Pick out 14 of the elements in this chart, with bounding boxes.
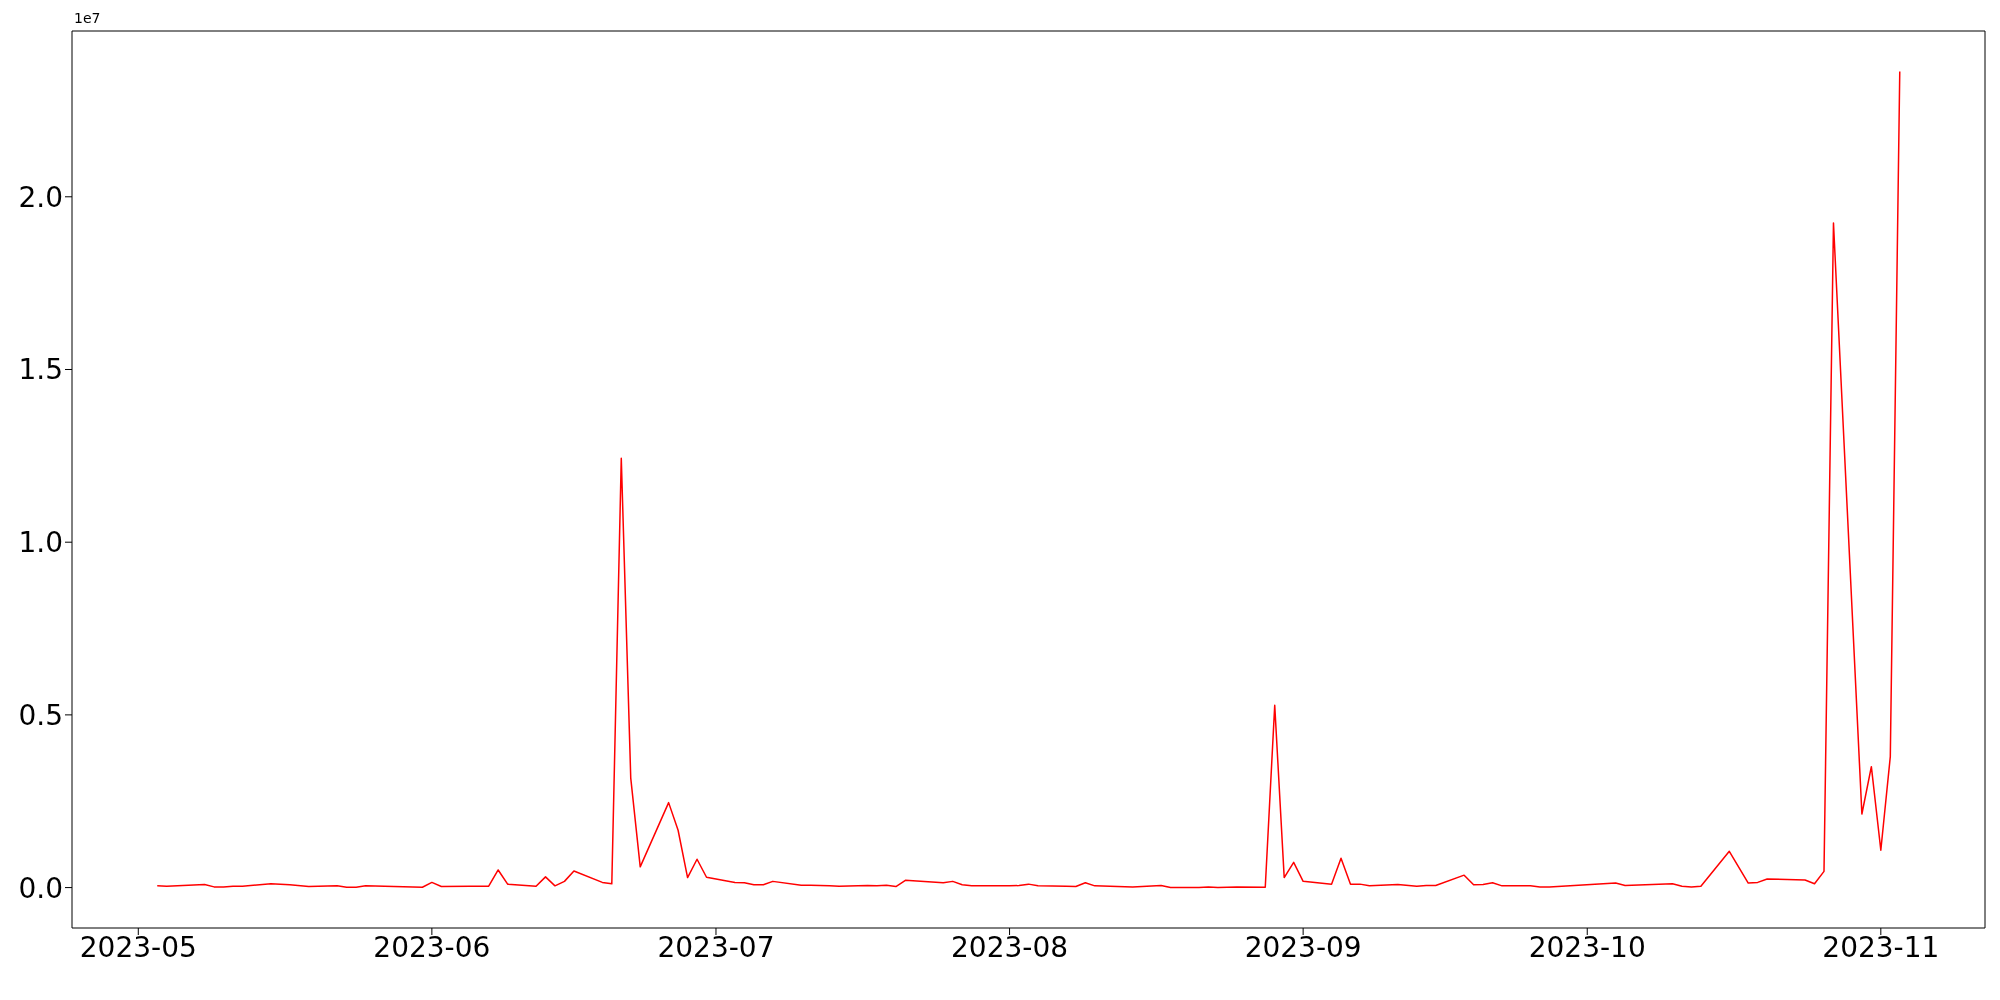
- x-tick-label: 2023-05: [79, 930, 197, 964]
- y-tick-label: 1.5: [18, 353, 63, 387]
- x-tick-label: 2023-07: [657, 930, 775, 964]
- text: 1e7: [74, 10, 101, 26]
- y-tick-label: 0.5: [18, 698, 63, 732]
- y-tick-label: 1.0: [18, 526, 63, 560]
- y-tick-label: 0.0: [18, 871, 63, 905]
- line-series: [156, 70, 1901, 889]
- x-tick-label: 2023-06: [373, 930, 491, 964]
- x-tick-label: 2023-08: [951, 930, 1069, 964]
- x-tick-label: 2023-10: [1528, 930, 1646, 964]
- x-tick-label: 2023-09: [1244, 930, 1362, 964]
- x-tick-label: 2023-11: [1822, 930, 1940, 964]
- y-tick-label: 2.0: [18, 180, 63, 214]
